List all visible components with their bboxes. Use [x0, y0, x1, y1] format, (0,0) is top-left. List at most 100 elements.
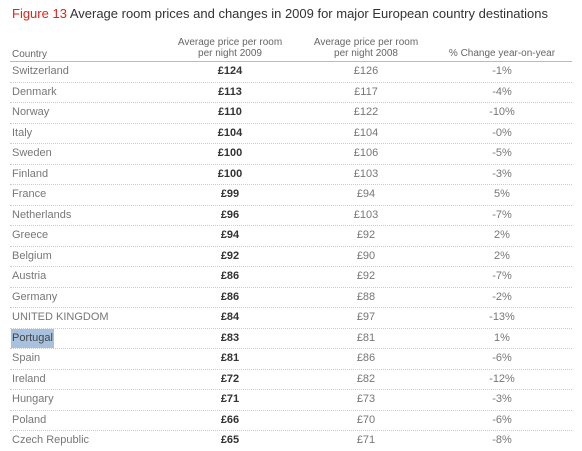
- country-cell[interactable]: France: [12, 188, 47, 200]
- change-cell: -1%: [492, 65, 512, 77]
- country-cell[interactable]: Norway: [12, 106, 50, 118]
- price-2008-cell: £122: [353, 106, 379, 118]
- price-2009-cell: £124: [217, 65, 243, 77]
- price-2008-cell: £106: [353, 147, 379, 159]
- change-cell: -2%: [492, 290, 512, 303]
- figure-title: Average room prices and changes in 2009 …: [69, 6, 548, 21]
- price-2009-cell: £84: [220, 311, 240, 323]
- change-cell: 2%: [494, 229, 510, 241]
- price-2009-cell: £100: [217, 167, 243, 180]
- table-row: Portugal £83 £81 1%: [10, 328, 572, 349]
- table-row: Belgium £92 £90 2%: [10, 247, 572, 267]
- table-row: UNITED KINGDOM £84 £97 -13%: [10, 308, 572, 329]
- country-cell[interactable]: Greece: [12, 229, 49, 241]
- country-cell[interactable]: Hungary: [12, 393, 54, 405]
- table-row: Ireland £72 £82 -12%: [10, 370, 572, 390]
- price-2009-cell: £110: [218, 106, 242, 118]
- table-row: Switzerland £124 £126 -1%: [10, 62, 572, 83]
- country-cell[interactable]: Czech Republic: [12, 434, 90, 446]
- table-row: Poland £66 £70 -6%: [10, 411, 572, 431]
- price-2008-cell: £92: [356, 229, 376, 241]
- price-2008-cell: £126: [353, 65, 379, 77]
- country-cell[interactable]: Italy: [12, 126, 33, 139]
- table-row: Hungary £71 £73 -3%: [10, 390, 572, 411]
- country-cell[interactable]: UNITED KINGDOM: [12, 311, 109, 323]
- price-2009-cell: £72: [220, 372, 240, 385]
- country-cell[interactable]: Poland: [12, 413, 47, 426]
- change-cell: 2%: [494, 249, 510, 262]
- price-2009-cell: £96: [220, 208, 240, 221]
- change-cell: -8%: [492, 434, 512, 446]
- country-cell[interactable]: Denmark: [12, 85, 57, 98]
- country-cell[interactable]: Switzerland: [12, 65, 69, 77]
- country-cell[interactable]: Sweden: [12, 147, 52, 159]
- country-cell[interactable]: Germany: [12, 290, 58, 303]
- price-2008-cell: £70: [356, 413, 376, 426]
- price-2009-cell: £104: [217, 126, 243, 139]
- change-cell: -3%: [492, 393, 512, 405]
- table-row: Sweden £100 £106 -5%: [10, 144, 572, 165]
- price-2008-cell: £81: [356, 331, 376, 344]
- change-cell: -7%: [492, 208, 512, 221]
- header-divider: [10, 61, 572, 62]
- price-2009-cell: £81: [220, 352, 240, 364]
- price-2008-cell: £92: [356, 270, 376, 282]
- price-table-body: Switzerland £124 £126 -1% Denmark £113 £117 -4%…: [10, 62, 572, 451]
- price-2008-cell: £90: [356, 249, 376, 262]
- table-row: Denmark £113 £117 -4%: [10, 83, 572, 103]
- figure-caption: Figure 13 Average room prices and change…: [12, 6, 548, 21]
- price-2008-cell: £103: [353, 208, 379, 221]
- change-cell: -3%: [492, 167, 512, 180]
- price-2008-cell: £117: [354, 85, 378, 98]
- change-cell: 1%: [494, 331, 510, 344]
- country-cell[interactable]: Austria: [12, 270, 47, 282]
- price-2009-cell: £86: [220, 290, 240, 303]
- table-row: Austria £86 £92 -7%: [10, 267, 572, 288]
- table-row: Spain £81 £86 -6%: [10, 349, 572, 370]
- table-row: Finland £100 £103 -3%: [10, 165, 572, 185]
- country-cell[interactable]: Portugal: [11, 328, 54, 348]
- country-cell[interactable]: Finland: [12, 167, 49, 180]
- header-price-2009: Average price per room per night 2009: [170, 37, 290, 59]
- price-2009-cell: £92: [220, 249, 240, 262]
- price-2009-cell: £100: [217, 147, 243, 159]
- table-row: Norway £110 £122 -10%: [10, 103, 572, 124]
- country-cell[interactable]: Ireland: [12, 372, 46, 385]
- table-row: Greece £94 £92 2%: [10, 226, 572, 247]
- figure-label: Figure 13: [12, 6, 67, 21]
- header-price-2009-line1: Average price per room: [177, 37, 283, 48]
- change-cell: -6%: [492, 413, 512, 426]
- price-2009-cell: £99: [220, 188, 240, 200]
- change-cell: -10%: [489, 106, 515, 118]
- change-cell: -6%: [492, 352, 512, 364]
- price-2008-cell: £94: [356, 188, 376, 200]
- header-country: Country: [12, 49, 48, 60]
- price-2008-cell: £73: [356, 393, 376, 405]
- price-2008-cell: £88: [356, 290, 376, 303]
- price-2008-cell: £71: [356, 434, 376, 446]
- price-2009-cell: £113: [218, 85, 242, 98]
- header-change: % Change year-on-year: [448, 48, 556, 59]
- country-cell[interactable]: Netherlands: [12, 208, 72, 221]
- change-cell: -7%: [492, 270, 512, 282]
- change-cell: -4%: [492, 85, 512, 98]
- country-cell[interactable]: Spain: [12, 352, 41, 364]
- table-row: Germany £86 £88 -2%: [10, 288, 572, 308]
- price-2008-cell: £97: [356, 311, 376, 323]
- change-cell: -5%: [492, 147, 512, 159]
- change-cell: 5%: [494, 188, 510, 200]
- country-cell[interactable]: Belgium: [12, 249, 52, 262]
- price-2008-cell: £104: [353, 126, 379, 139]
- price-2009-cell: £86: [220, 270, 240, 282]
- header-price-2008-line2: per night 2008: [334, 48, 398, 59]
- change-cell: -0%: [492, 126, 512, 139]
- price-2009-cell: £71: [220, 393, 240, 405]
- header-price-2008-line1: Average price per room: [313, 37, 419, 48]
- price-2009-cell: £83: [220, 331, 240, 344]
- change-cell: -12%: [489, 372, 515, 385]
- table-row: Netherlands £96 £103 -7%: [10, 206, 572, 226]
- table-row: Italy £104 £104 -0%: [10, 124, 572, 144]
- price-2009-cell: £94: [220, 229, 240, 241]
- table-row: Czech Republic £65 £71 -8%: [10, 431, 572, 451]
